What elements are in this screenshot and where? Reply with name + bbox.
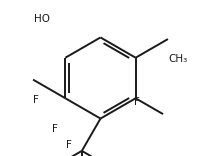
Text: CH₃: CH₃ <box>168 54 187 63</box>
Text: F: F <box>52 124 58 134</box>
Text: F: F <box>33 95 39 105</box>
Text: F: F <box>66 140 72 150</box>
Text: F: F <box>134 97 139 107</box>
Text: HO: HO <box>34 15 50 24</box>
